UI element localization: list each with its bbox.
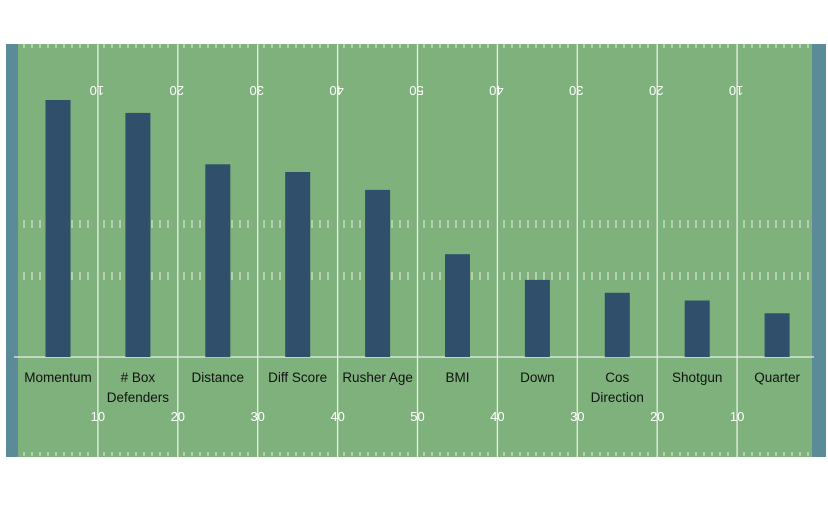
category-label: Cos Direction bbox=[591, 370, 644, 405]
top-yard-numbers: 10 20 30 40 50 40 30 20 10 bbox=[90, 83, 744, 98]
category-labels: Momentum # Box Defenders Distance Diff Score… bbox=[24, 370, 800, 405]
yard-lines bbox=[97, 44, 738, 457]
top-yard-number: 30 bbox=[249, 83, 263, 98]
category-label: Down bbox=[520, 370, 555, 385]
bar bbox=[764, 313, 790, 357]
bar bbox=[445, 254, 470, 357]
category-label: Momentum bbox=[24, 370, 92, 385]
bar bbox=[125, 112, 151, 358]
top-yard-number: 30 bbox=[569, 83, 583, 98]
category-label: Quarter bbox=[754, 370, 800, 385]
top-yard-number: 10 bbox=[729, 83, 743, 98]
top-yard-number: 20 bbox=[170, 83, 184, 98]
category-label: Rusher Age bbox=[342, 370, 413, 385]
bottom-yard-number: 20 bbox=[650, 409, 664, 424]
bottom-yard-number: 10 bbox=[91, 409, 105, 424]
top-yard-number: 40 bbox=[329, 83, 343, 98]
bottom-yard-number: 40 bbox=[490, 409, 504, 424]
bar bbox=[604, 292, 630, 358]
category-label: BMI bbox=[445, 370, 469, 385]
bar bbox=[684, 300, 710, 357]
bar bbox=[285, 172, 311, 357]
category-label: Diff Score bbox=[268, 370, 327, 385]
bottom-yard-number: 40 bbox=[330, 409, 344, 424]
bottom-yard-number: 30 bbox=[570, 409, 584, 424]
top-yard-number: 20 bbox=[649, 83, 663, 98]
bottom-yard-number: 10 bbox=[730, 409, 744, 424]
endzone-right bbox=[812, 44, 826, 457]
category-label: Distance bbox=[192, 370, 245, 385]
category-label: # Box Defenders bbox=[107, 370, 170, 405]
bottom-yard-number: 30 bbox=[250, 409, 264, 424]
bottom-yard-number: 50 bbox=[410, 409, 424, 424]
bar bbox=[524, 279, 550, 357]
bottom-yard-numbers: 10 20 30 40 50 40 30 20 10 bbox=[91, 409, 745, 424]
endzone-left bbox=[6, 44, 18, 457]
bar bbox=[205, 164, 231, 358]
bottom-yard-number: 20 bbox=[171, 409, 185, 424]
top-yard-number: 50 bbox=[409, 83, 423, 98]
top-yard-number: 40 bbox=[489, 83, 503, 98]
category-label: Shotgun bbox=[672, 370, 722, 385]
bar bbox=[365, 189, 391, 357]
top-yard-number: 10 bbox=[90, 83, 104, 98]
bars bbox=[45, 100, 790, 358]
bar bbox=[45, 100, 71, 357]
